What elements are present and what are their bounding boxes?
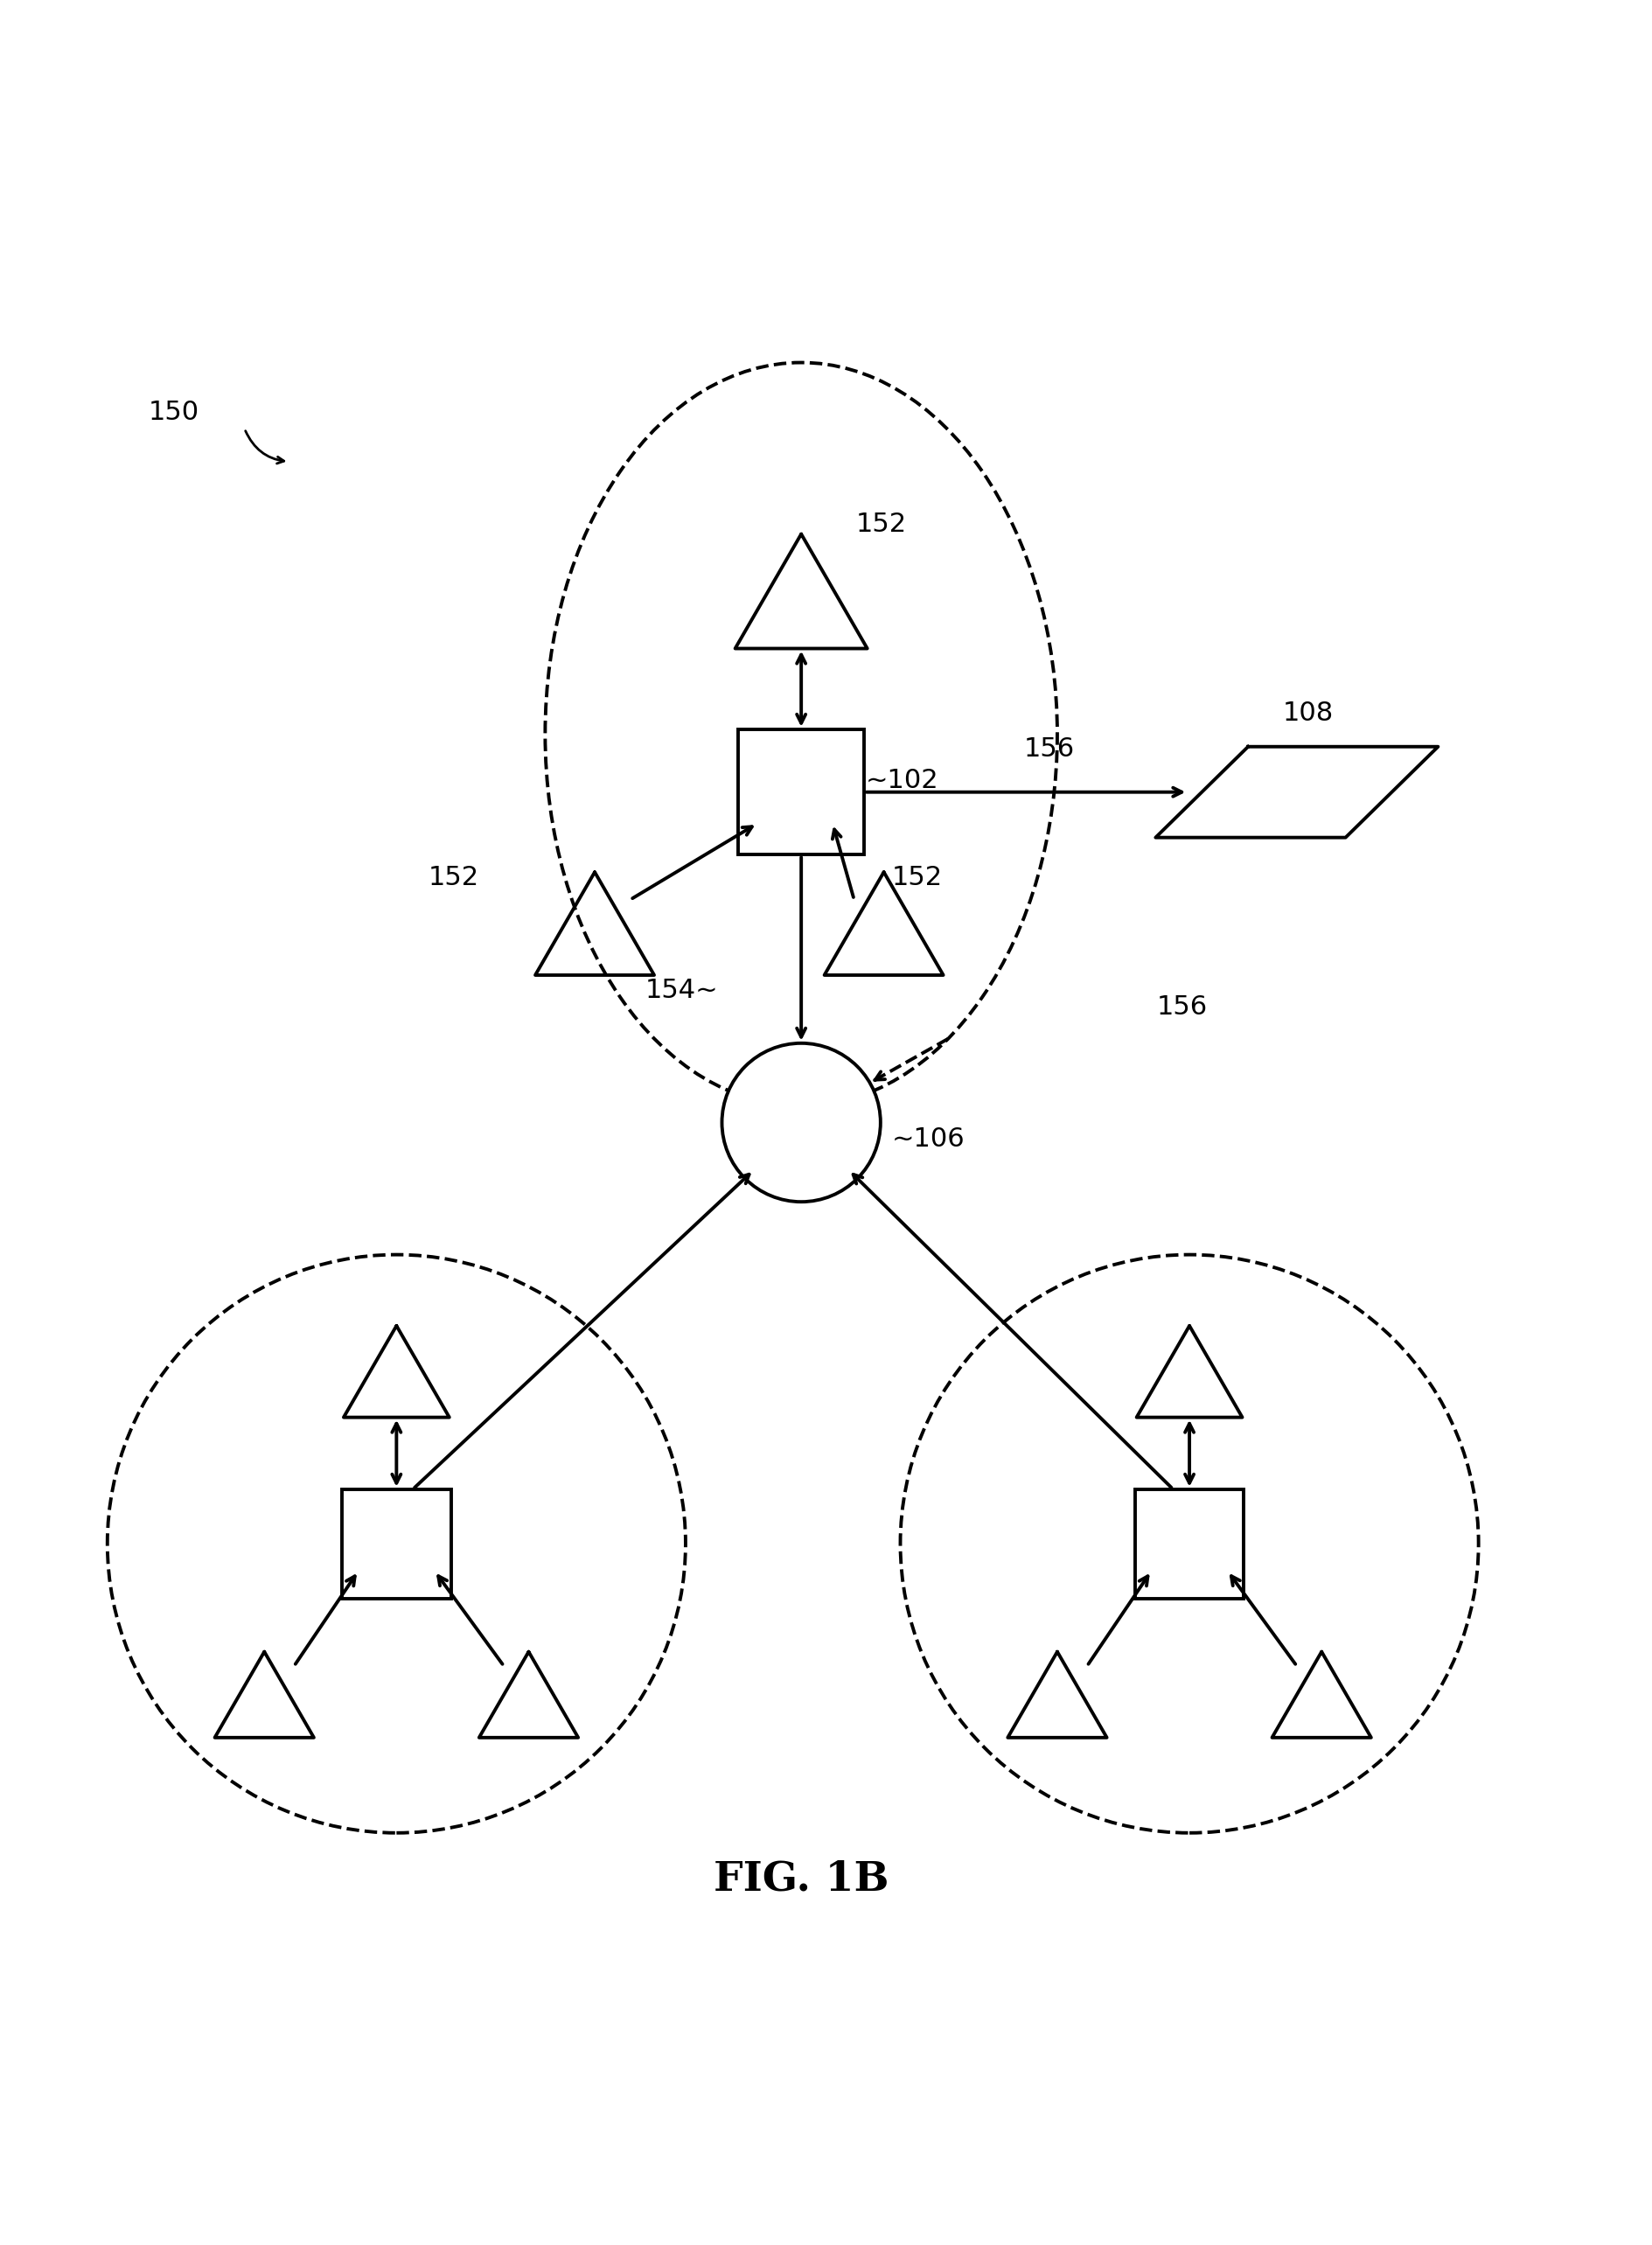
Bar [1135,1488,1244,1598]
Text: ~106: ~106 [892,1127,965,1152]
Text: 150: 150 [149,400,198,424]
Circle shape [722,1044,881,1201]
Text: 108: 108 [1284,700,1333,725]
Bar [738,730,864,855]
Polygon shape [1156,748,1437,837]
Bar [342,1488,451,1598]
Text: 152: 152 [428,864,479,891]
Text: 156: 156 [1156,995,1208,1019]
Text: 152: 152 [892,864,943,891]
Text: 152: 152 [856,512,907,537]
Text: FIG. 1B: FIG. 1B [714,1859,889,1899]
Text: 156: 156 [1024,736,1075,761]
Text: ~102: ~102 [866,768,938,792]
Text: 154~: 154~ [646,977,719,1004]
